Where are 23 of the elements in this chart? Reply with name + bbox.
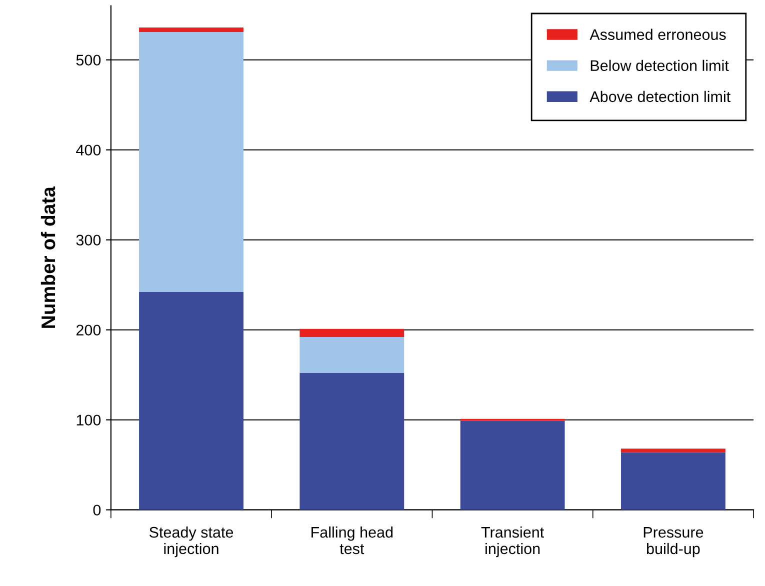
y-tick-label: 100 bbox=[76, 414, 101, 426]
y-tick-label: 300 bbox=[76, 234, 101, 246]
bar bbox=[300, 337, 404, 374]
x-tick-label: Transient injection bbox=[481, 526, 544, 558]
y-tick-label: 400 bbox=[76, 144, 101, 156]
x-tick-label: Falling head test bbox=[312, 526, 393, 554]
x-tick-label: Pressure build-up bbox=[644, 527, 704, 558]
bar bbox=[139, 292, 244, 510]
bar bbox=[300, 373, 404, 510]
y-tick-label: 0 bbox=[93, 504, 101, 516]
legend-label: Below detection limit bbox=[590, 60, 729, 72]
bar bbox=[620, 452, 726, 510]
bar bbox=[460, 420, 565, 510]
y-tick-label: 500 bbox=[76, 54, 101, 66]
y-tick-label: 200 bbox=[76, 324, 101, 336]
bar bbox=[620, 448, 726, 452]
bar bbox=[139, 32, 244, 292]
legend-label: Assumed erroneous bbox=[590, 28, 726, 40]
y-axis-title: Number of data bbox=[40, 186, 56, 328]
legend-label: Above detection limit bbox=[590, 90, 731, 102]
bar bbox=[300, 328, 404, 338]
bar bbox=[139, 27, 244, 32]
x-tick-label: Steady state injection bbox=[149, 526, 234, 558]
